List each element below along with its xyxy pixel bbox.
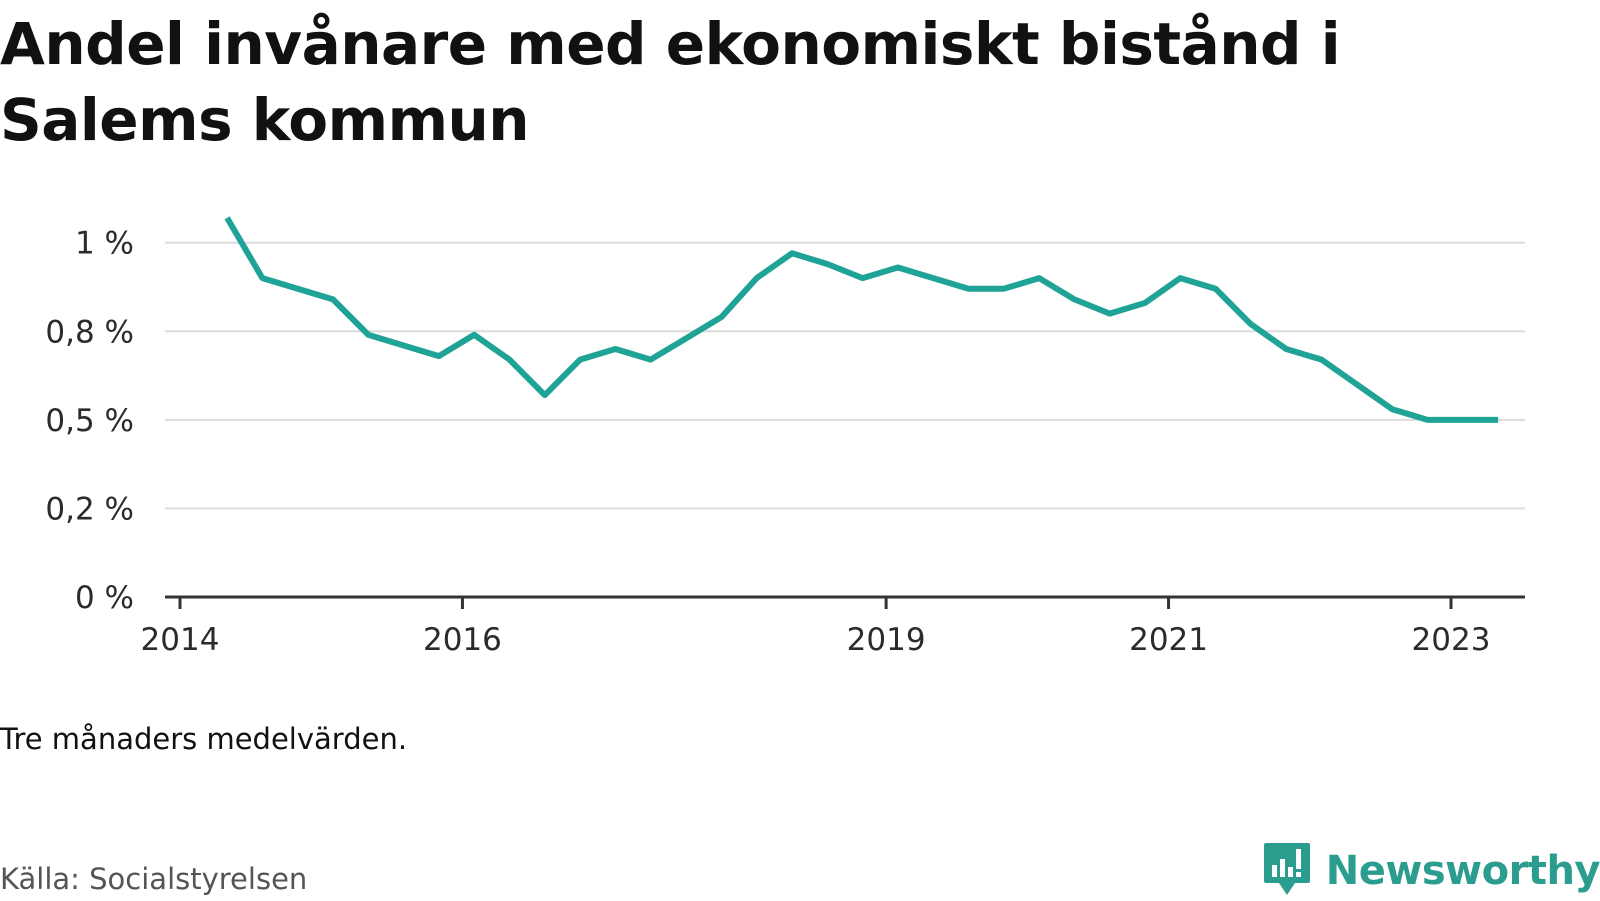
x-tick-label: 2014 (141, 622, 220, 658)
brand-name: Newsworthy (1325, 848, 1600, 894)
y-tick-label: 1 % (75, 226, 134, 262)
line-chart: 0 %0,2 %0,5 %0,8 %1 % 2014 2016 2019 2021 20… (45, 216, 1525, 658)
chart-title: Andel invånare med ekonomiskt bistånd i … (0, 10, 1341, 154)
x-axis-ticks: 2014 2016 2019 2021 2023 (141, 597, 1491, 658)
chart-note: Tre månaders medelvärden. (0, 722, 408, 756)
x-tick-label: 2016 (423, 622, 502, 658)
x-tick-label: 2019 (847, 622, 926, 658)
y-tick-label: 0,8 % (45, 314, 134, 350)
newsworthy-logo-icon (1262, 841, 1312, 901)
brand-logo[interactable]: Newsworthy (1262, 842, 1600, 900)
source-credit: Källa: Socialstyrelsen (0, 862, 308, 896)
x-tick-label: 2023 (1412, 622, 1491, 658)
y-tick-label: 0,5 % (45, 403, 134, 439)
y-tick-label: 0 % (75, 580, 134, 616)
series-line (224, 216, 1499, 423)
y-axis-ticks: 0 % 0,2 % 0,5 % 0,8 % 1 % (45, 226, 134, 616)
x-tick-label: 2021 (1129, 622, 1208, 658)
y-tick-label: 0,2 % (45, 491, 134, 527)
gridlines (165, 241, 1525, 510)
series-group (224, 216, 1499, 423)
